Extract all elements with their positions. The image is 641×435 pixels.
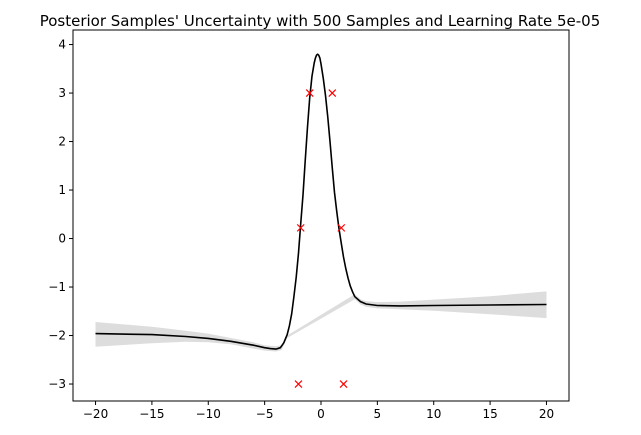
chart-title: Posterior Samples' Uncertainty with 500 … (40, 12, 601, 30)
x-tick-label: 0 (317, 407, 325, 421)
observation-markers-layer (294, 89, 348, 388)
observation-marker (337, 223, 346, 232)
mean-line-layer (95, 53, 547, 350)
uncertainty-band (95, 291, 547, 352)
y-tick-label: 3 (58, 86, 66, 100)
y-tick-label: −1 (48, 280, 66, 294)
y-tick-label: 1 (58, 183, 66, 197)
posterior-mean-line (95, 53, 547, 350)
observation-marker (294, 380, 303, 388)
x-axis: −20 −15 −10 −5 0 5 10 15 20 (83, 401, 554, 421)
observation-marker-stroke (328, 89, 337, 97)
y-tick-label: −3 (48, 377, 66, 391)
x-tick-label: −10 (196, 407, 221, 421)
observation-marker-stroke (296, 223, 305, 232)
observation-marker (339, 380, 348, 388)
observation-marker-stroke (305, 89, 314, 97)
y-axis: −3 −2 −1 0 1 2 3 4 (48, 38, 73, 391)
uncertainty-band-layer (95, 291, 547, 352)
y-tick-label: 2 (58, 135, 66, 149)
observation-marker-stroke (337, 223, 346, 232)
x-tick-label: 15 (482, 407, 497, 421)
plot-area-frame (72, 29, 570, 402)
y-tick-label: 4 (58, 38, 66, 52)
observation-marker (305, 89, 314, 97)
x-tick-label: 10 (426, 407, 441, 421)
y-tick-label: 0 (58, 232, 66, 246)
observation-marker (296, 223, 305, 232)
x-tick-label: −5 (256, 407, 274, 421)
x-tick-label: −15 (139, 407, 164, 421)
observation-marker-stroke (339, 380, 348, 388)
x-tick-label: −20 (83, 407, 108, 421)
y-tick-label: −2 (48, 329, 66, 343)
x-tick-label: 5 (374, 407, 382, 421)
observation-marker-stroke (294, 380, 303, 388)
observation-marker (328, 89, 337, 97)
x-tick-label: 20 (539, 407, 554, 421)
